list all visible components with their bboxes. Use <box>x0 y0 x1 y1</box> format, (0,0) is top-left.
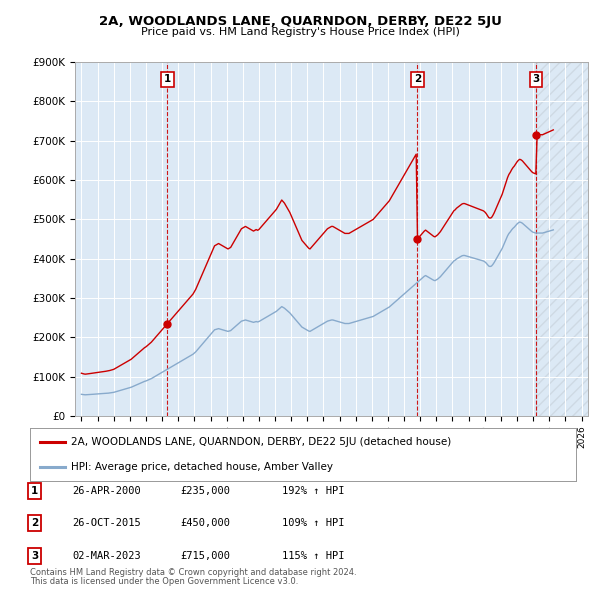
Text: Contains HM Land Registry data © Crown copyright and database right 2024.: Contains HM Land Registry data © Crown c… <box>30 568 356 577</box>
Text: 2A, WOODLANDS LANE, QUARNDON, DERBY, DE22 5JU: 2A, WOODLANDS LANE, QUARNDON, DERBY, DE2… <box>98 15 502 28</box>
Text: £715,000: £715,000 <box>180 551 230 560</box>
Bar <box>536 62 590 416</box>
Text: 109% ↑ HPI: 109% ↑ HPI <box>282 519 344 528</box>
Text: 2: 2 <box>413 74 421 84</box>
Text: This data is licensed under the Open Government Licence v3.0.: This data is licensed under the Open Gov… <box>30 578 298 586</box>
Text: £235,000: £235,000 <box>180 486 230 496</box>
Text: 192% ↑ HPI: 192% ↑ HPI <box>282 486 344 496</box>
Text: 02-MAR-2023: 02-MAR-2023 <box>72 551 141 560</box>
Text: 26-APR-2000: 26-APR-2000 <box>72 486 141 496</box>
Text: 1: 1 <box>31 486 38 496</box>
Text: 2: 2 <box>31 519 38 528</box>
Text: 3: 3 <box>31 551 38 560</box>
Text: HPI: Average price, detached house, Amber Valley: HPI: Average price, detached house, Ambe… <box>71 461 333 471</box>
Text: 115% ↑ HPI: 115% ↑ HPI <box>282 551 344 560</box>
Text: £450,000: £450,000 <box>180 519 230 528</box>
Text: 26-OCT-2015: 26-OCT-2015 <box>72 519 141 528</box>
Text: 2A, WOODLANDS LANE, QUARNDON, DERBY, DE22 5JU (detached house): 2A, WOODLANDS LANE, QUARNDON, DERBY, DE2… <box>71 437 451 447</box>
Text: 1: 1 <box>164 74 171 84</box>
Text: 3: 3 <box>532 74 539 84</box>
Text: Price paid vs. HM Land Registry's House Price Index (HPI): Price paid vs. HM Land Registry's House … <box>140 27 460 37</box>
